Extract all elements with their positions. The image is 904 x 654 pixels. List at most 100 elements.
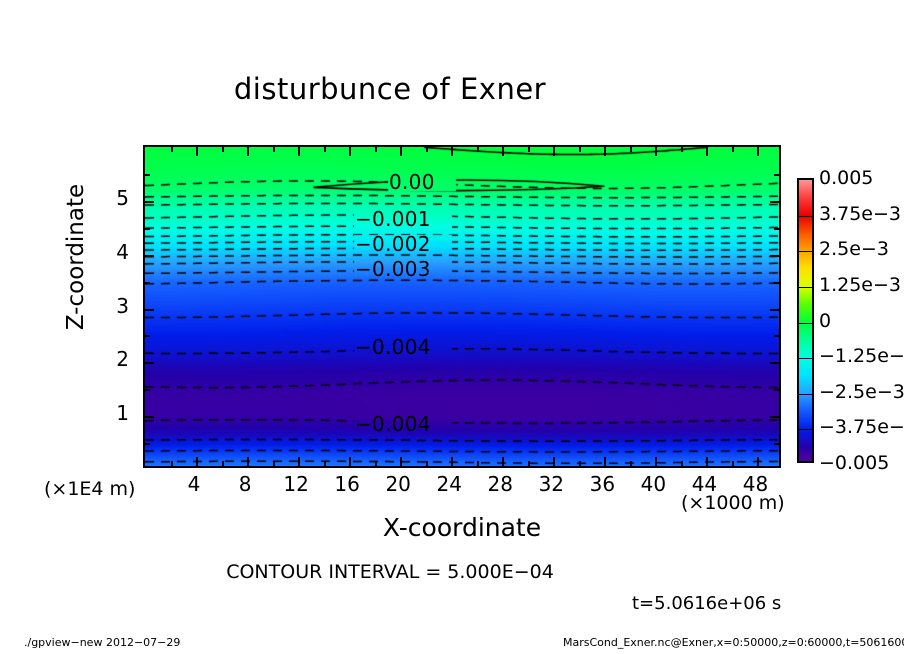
footer-dataset: MarsCond_Exner.nc@Exner,x=0:50000,z=0:60… [563, 636, 904, 649]
axis-tick [247, 457, 250, 466]
axis-tick [221, 461, 224, 466]
axis-tick [145, 389, 150, 392]
axis-tick [731, 461, 734, 466]
axis-tick [145, 443, 150, 446]
colorbar-tick-label: 0.005 [819, 167, 874, 189]
axis-tick [476, 147, 479, 152]
axis-tick [770, 200, 779, 203]
colorbar-gradient [799, 180, 812, 461]
axis-tick [221, 147, 224, 152]
axis-tick [629, 147, 632, 152]
footer-command: ./gpview−new 2012−07−29 [24, 636, 181, 649]
x-tick-label: 16 [334, 472, 360, 496]
colorbar-separator [799, 393, 812, 395]
x-tick-label: 48 [742, 472, 769, 496]
axis-tick [374, 147, 377, 152]
x-tick-label: 36 [589, 472, 616, 496]
y-tick-label: 2 [116, 347, 129, 372]
y-axis-title: Z-coordinate [63, 183, 89, 331]
colorbar-tick-label: −1.25e−3 [819, 345, 904, 368]
x-tick-label: 44 [691, 472, 718, 496]
axis-tick [680, 461, 683, 466]
axis-tick [502, 147, 505, 156]
axis-tick [145, 308, 154, 311]
axis-tick [145, 335, 150, 338]
axis-tick [774, 389, 779, 392]
contour-fill-canvas [145, 147, 779, 466]
axis-tick [731, 147, 734, 152]
axis-tick [196, 147, 199, 156]
axis-tick [578, 461, 581, 466]
axis-tick [578, 147, 581, 152]
axis-tick [400, 457, 403, 466]
colorbar-separator [799, 358, 812, 360]
axis-tick [349, 147, 352, 156]
axis-tick [770, 416, 779, 419]
axis-tick [604, 457, 607, 466]
axis-tick [527, 147, 530, 152]
axis-tick [451, 147, 454, 156]
contour-label-0: 0.00 [389, 170, 435, 194]
axis-tick [502, 457, 505, 466]
x-axis-unit: (×1000 m) [681, 492, 785, 514]
contour-label-1: −0.001 [355, 207, 431, 231]
axis-tick [145, 254, 154, 257]
axis-tick [170, 461, 173, 466]
axis-tick [770, 362, 779, 365]
x-tick-label: 40 [640, 472, 667, 496]
axis-tick [349, 457, 352, 466]
contour-label-3: −0.003 [355, 257, 431, 281]
colorbar-separator [799, 286, 812, 288]
colorbar [797, 178, 814, 463]
axis-tick [298, 457, 301, 466]
axis-tick [706, 457, 709, 466]
axis-tick [272, 147, 275, 152]
x-tick-label: 20 [385, 472, 411, 496]
colorbar-separator [799, 322, 812, 324]
colorbar-tick-label: −0.005 [819, 452, 890, 474]
axis-tick [145, 416, 154, 419]
page-title: disturbunce of Exner [233, 72, 547, 106]
axis-tick [774, 281, 779, 284]
x-axis-title: X-coordinate [382, 513, 542, 542]
colorbar-separator [799, 251, 812, 253]
plot-area [143, 145, 781, 468]
x-tick-label: 4 [187, 472, 201, 496]
axis-tick [145, 200, 154, 203]
contour-label-4: −0.004 [355, 335, 431, 359]
colorbar-tick-label: 3.75e−3 [819, 202, 902, 225]
axis-tick [770, 254, 779, 257]
colorbar-tick-label: 0 [819, 309, 832, 332]
colorbar-separator [799, 429, 812, 431]
axis-tick [247, 147, 250, 156]
y-tick-label: 4 [116, 239, 129, 264]
y-axis-unit: (×1E4 m) [44, 478, 136, 500]
axis-tick [680, 147, 683, 152]
axis-tick [145, 362, 154, 365]
contour-label-2: −0.002 [355, 232, 431, 256]
axis-tick [400, 147, 403, 156]
axis-tick [323, 147, 326, 152]
y-tick-label: 1 [116, 401, 129, 426]
axis-tick [196, 457, 199, 466]
axis-tick [706, 147, 709, 156]
axis-tick [145, 173, 150, 176]
axis-tick [145, 227, 150, 230]
axis-tick [451, 457, 454, 466]
axis-tick [145, 281, 150, 284]
colorbar-tick-label: 2.5e−3 [819, 238, 889, 261]
axis-tick [774, 443, 779, 446]
axis-tick [527, 461, 530, 466]
colorbar-tick-label: −2.5e−3 [819, 380, 904, 403]
axis-tick [323, 461, 326, 466]
axis-tick [757, 457, 760, 466]
colorbar-tick-label: 1.25e−3 [819, 273, 902, 296]
colorbar-tick-label: −3.75e−3 [819, 416, 904, 439]
axis-tick [774, 335, 779, 338]
x-tick-label: 12 [283, 472, 309, 496]
x-tick-label: 8 [238, 472, 252, 496]
colorbar-separator [799, 215, 812, 217]
axis-tick [757, 147, 760, 156]
axis-tick [476, 461, 479, 466]
axis-tick [374, 461, 377, 466]
